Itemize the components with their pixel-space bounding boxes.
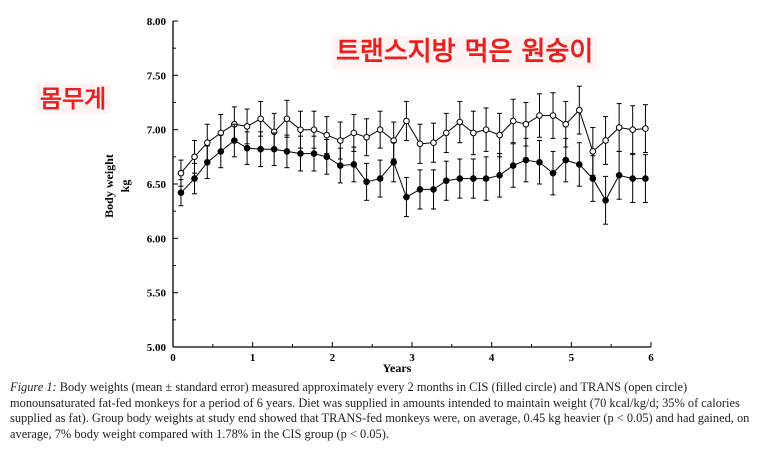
- data-point: [430, 186, 437, 193]
- y-axis-unit: kg: [118, 180, 132, 193]
- caption-lead: Figure 1:: [10, 380, 57, 394]
- data-point: [403, 117, 410, 125]
- data-point: [310, 150, 318, 157]
- series-layer: [177, 85, 649, 225]
- data-point: [482, 126, 490, 133]
- data-point: [323, 153, 331, 161]
- tick-marks: [172, 20, 652, 348]
- data-point: [496, 131, 503, 139]
- data-point: [470, 129, 477, 137]
- data-point: [191, 175, 198, 182]
- data-point: [522, 156, 530, 164]
- series-trans: [177, 85, 649, 187]
- series-cis: [177, 123, 649, 225]
- data-point: [297, 126, 304, 133]
- data-point: [576, 161, 583, 168]
- data-point: [442, 177, 450, 185]
- x-tick-label: 5: [569, 352, 575, 364]
- data-point: [536, 158, 543, 166]
- data-point: [270, 145, 278, 153]
- data-point: [509, 162, 517, 169]
- data-point: [536, 112, 543, 119]
- data-point: [615, 172, 623, 179]
- data-point: [589, 175, 597, 182]
- data-point: [257, 115, 264, 123]
- data-point: [283, 148, 291, 155]
- data-point: [350, 129, 358, 137]
- data-point: [403, 193, 410, 201]
- data-point: [350, 161, 358, 168]
- data-point: [642, 125, 649, 132]
- data-point: [376, 126, 384, 133]
- data-point: [442, 129, 450, 137]
- data-point: [191, 153, 198, 161]
- data-point: [470, 175, 477, 182]
- data-point: [615, 124, 623, 131]
- caption-text: Body weights (mean ± standard error) mea…: [10, 380, 750, 441]
- data-point: [549, 112, 557, 119]
- y-tick-label: 7.50: [147, 70, 167, 82]
- data-point: [203, 158, 211, 166]
- data-point: [376, 175, 384, 182]
- body-weight-chart: 5.00 5.50 6.00 6.50 7.00 7.50 8.00 0 1 2 3 4 5 6 Year…: [102, 16, 655, 375]
- x-tick-label: 0: [170, 352, 176, 364]
- y-tick-label: 8.00: [147, 16, 167, 28]
- x-axis-label: Years: [383, 361, 412, 375]
- data-point: [177, 189, 185, 196]
- data-point: [456, 118, 464, 126]
- data-point: [629, 126, 636, 133]
- data-point: [231, 137, 238, 144]
- data-point: [363, 133, 370, 141]
- data-point: [416, 140, 424, 148]
- data-point: [482, 175, 490, 182]
- series-line: [180, 139, 646, 202]
- x-tick-label: 3: [409, 352, 415, 364]
- data-point: [337, 162, 344, 169]
- data-point: [257, 145, 264, 153]
- data-point: [430, 139, 437, 147]
- data-point: [562, 120, 570, 128]
- data-point: [456, 175, 464, 182]
- data-point: [283, 115, 291, 123]
- data-point: [310, 126, 318, 133]
- y-tick-label: 7.00: [147, 125, 167, 137]
- data-point: [589, 148, 597, 155]
- data-point: [203, 139, 211, 147]
- data-point: [496, 172, 503, 179]
- data-point: [243, 144, 251, 152]
- y-tick-label: 6.50: [147, 179, 167, 191]
- data-point: [522, 120, 530, 128]
- data-point: [509, 117, 517, 125]
- y-tick-label: 6.00: [147, 233, 167, 245]
- data-point: [390, 158, 397, 166]
- korean-ylabel-annotation: 몸무게: [36, 84, 111, 114]
- data-point: [602, 137, 609, 144]
- x-tick-label: 4: [489, 352, 495, 364]
- data-point: [217, 148, 225, 155]
- figure-caption: Figure 1: Body weights (mean ± standard …: [10, 380, 765, 442]
- data-point: [177, 169, 185, 177]
- data-point: [337, 137, 344, 144]
- tick-labels: 5.00 5.50 6.00 6.50 7.00 7.50 8.00 0 1 2 3 4 5 6: [147, 16, 655, 364]
- data-point: [602, 197, 609, 204]
- data-point: [416, 186, 424, 193]
- y-tick-label: 5.50: [147, 288, 167, 300]
- x-tick-label: 6: [648, 352, 654, 364]
- data-point: [363, 178, 370, 186]
- x-tick-label: 1: [250, 352, 256, 364]
- data-point: [323, 131, 331, 139]
- x-tick-label: 2: [330, 352, 336, 364]
- data-point: [562, 156, 570, 164]
- korean-title-annotation: 트랜스지방 먹은 원숭이: [332, 36, 598, 69]
- data-point: [243, 123, 251, 130]
- data-point: [629, 175, 636, 182]
- data-point: [297, 150, 304, 157]
- data-point: [549, 169, 557, 177]
- data-point: [642, 175, 649, 182]
- y-tick-label: 5.00: [147, 342, 167, 354]
- data-point: [576, 106, 583, 114]
- y-axis-label: Body weight: [102, 154, 116, 218]
